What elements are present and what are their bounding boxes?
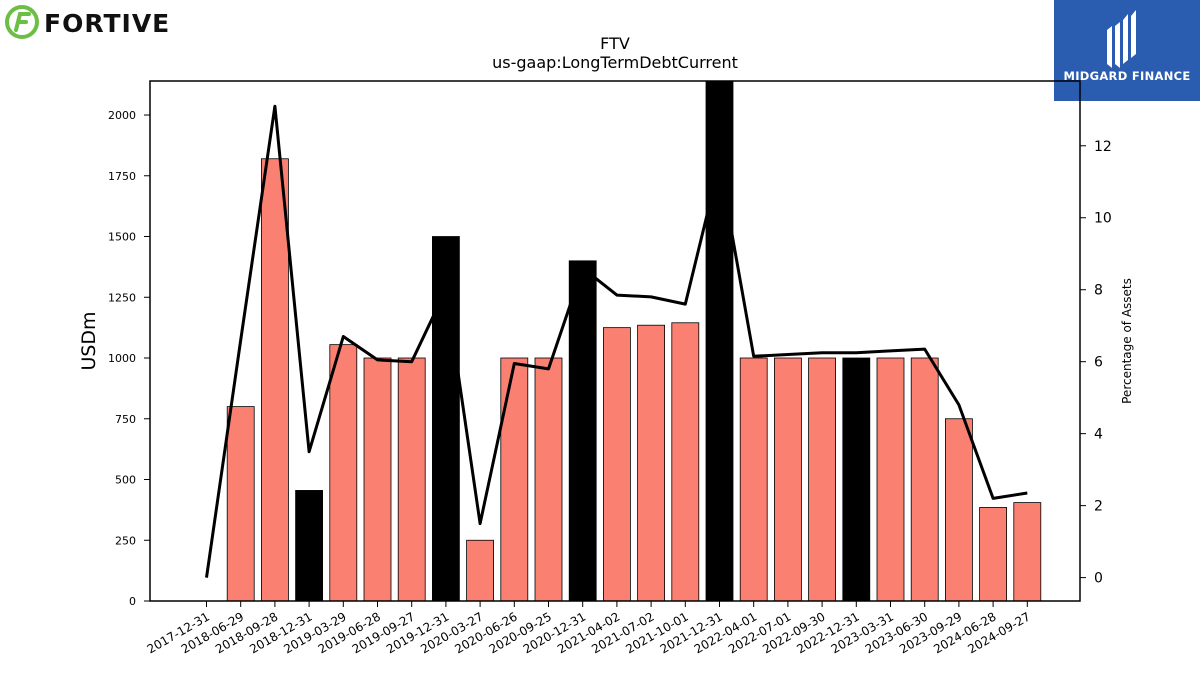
y2-tick-label: 10	[1094, 211, 1112, 227]
y2-tick-label: 4	[1094, 427, 1103, 443]
partner-logo: MIDGARD FINANCE	[1054, 0, 1200, 101]
chart-subtitle: us-gaap:LongTermDebtCurrent	[492, 53, 738, 72]
percentage-line	[205, 104, 1028, 578]
bar-2022-04-01	[739, 357, 768, 602]
y-tick-label: 0	[129, 595, 136, 608]
y-tick-label: 500	[115, 474, 136, 487]
bar-2019-06-28	[363, 357, 392, 602]
chart-title: FTV	[600, 34, 630, 53]
y2-tick-label: 8	[1094, 283, 1103, 299]
bar-2022-09-30	[808, 357, 836, 602]
partner-logo-text: MIDGARD FINANCE	[1063, 69, 1191, 83]
company-logo: FORTIVE	[4, 4, 194, 42]
y-tick-label: 1500	[108, 231, 136, 244]
bar-2021-10-01	[671, 322, 700, 602]
y-tick-label: 1750	[108, 170, 136, 183]
plot-frame	[149, 80, 1081, 602]
bar-2021-12-31	[705, 80, 734, 602]
bar-2023-06-30	[910, 357, 939, 602]
bar-2018-09-28	[260, 158, 289, 602]
bar-2019-03-29	[329, 344, 358, 602]
bar-2020-03-27	[466, 539, 495, 602]
bar-2020-09-25	[534, 357, 563, 602]
y-axis-right: 0 2 4 6 8 10 12	[1080, 139, 1112, 587]
bar-2021-04-02	[603, 327, 631, 602]
bar-2020-06-26	[500, 357, 529, 602]
y-axis-left: 0 250 500 750 1000 1250 1500 1750 2000	[108, 109, 150, 608]
midgard-mark-icon	[1107, 10, 1136, 68]
y2-tick-label: 12	[1094, 139, 1112, 155]
bar-2024-06-28	[979, 507, 1007, 602]
y2-tick-label: 6	[1094, 355, 1103, 371]
y-tick-label: 2000	[108, 109, 136, 122]
y2-tick-label: 0	[1094, 571, 1103, 587]
bar-2023-03-31	[876, 357, 905, 602]
bar-2019-09-27	[397, 357, 426, 602]
company-logo-text: FORTIVE	[44, 9, 170, 38]
y-tick-label: 1250	[108, 291, 136, 304]
x-axis: 2017-12-312018-06-292018-09-282018-12-31…	[145, 601, 1033, 656]
line-series	[205, 104, 1028, 578]
bar-2023-09-29	[945, 418, 973, 602]
y2-tick-label: 2	[1094, 499, 1103, 515]
fortive-mark-icon	[5, 5, 39, 39]
bar-2022-07-01	[774, 357, 802, 602]
y-tick-label: 250	[115, 534, 136, 547]
y-tick-label: 1000	[108, 352, 136, 365]
y-tick-label: 750	[115, 413, 136, 426]
bar-2022-12-31	[842, 357, 871, 602]
y2-axis-label: Percentage of Assets	[1120, 278, 1134, 404]
bar-2024-09-27	[1013, 502, 1042, 602]
bar-2018-12-31	[295, 490, 324, 602]
bar-2018-06-29	[226, 406, 255, 602]
bar-2021-07-02	[637, 324, 665, 602]
y-axis-label: USDm	[78, 311, 100, 370]
bar-2020-12-31	[568, 260, 597, 602]
